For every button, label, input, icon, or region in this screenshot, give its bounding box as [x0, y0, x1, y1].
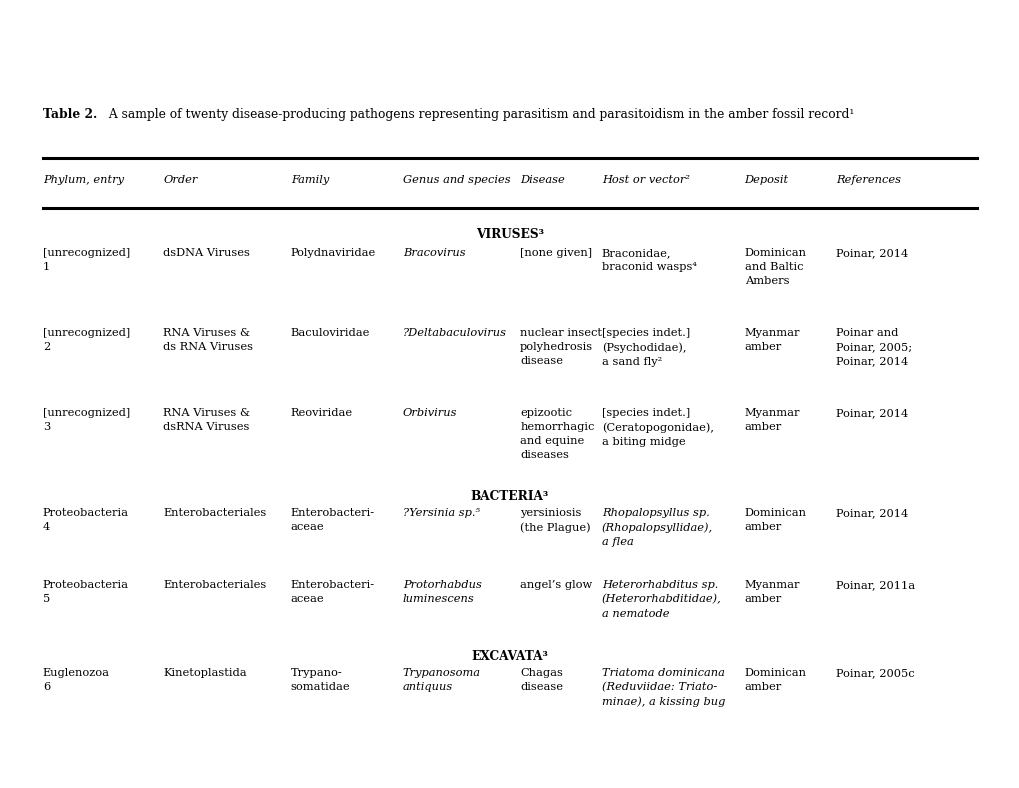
- Text: Host or vector²: Host or vector²: [601, 175, 689, 185]
- Text: ?Yersinia sp.⁵: ?Yersinia sp.⁵: [403, 508, 479, 518]
- Text: VIRUSES³: VIRUSES³: [476, 228, 543, 241]
- Text: RNA Viruses &
ds RNA Viruses: RNA Viruses & ds RNA Viruses: [163, 328, 253, 352]
- Text: Chagas
disease: Chagas disease: [520, 668, 562, 692]
- Text: Euglenozoa
6: Euglenozoa 6: [43, 668, 110, 692]
- Text: Poinar, 2014: Poinar, 2014: [836, 408, 908, 418]
- Text: Bracovirus: Bracovirus: [403, 248, 465, 258]
- Text: Myanmar
amber: Myanmar amber: [744, 328, 799, 352]
- Text: Poinar and
Poinar, 2005;
Poinar, 2014: Poinar and Poinar, 2005; Poinar, 2014: [836, 328, 912, 366]
- Text: Myanmar
amber: Myanmar amber: [744, 580, 799, 604]
- Text: Deposit: Deposit: [744, 175, 788, 185]
- Text: Enterobacteriales: Enterobacteriales: [163, 508, 266, 518]
- Text: Braconidae,
braconid wasps⁴: Braconidae, braconid wasps⁴: [601, 248, 696, 272]
- Text: Protorhabdus
luminescens: Protorhabdus luminescens: [403, 580, 481, 604]
- Text: epizootic
hemorrhagic
and equine
diseases: epizootic hemorrhagic and equine disease…: [520, 408, 594, 460]
- Text: Enterobacteri-
aceae: Enterobacteri- aceae: [290, 580, 374, 604]
- Text: Orbivirus: Orbivirus: [403, 408, 457, 418]
- Text: [unrecognized]
3: [unrecognized] 3: [43, 408, 130, 432]
- Text: Polydnaviridae: Polydnaviridae: [290, 248, 376, 258]
- Text: nuclear insect
polyhedrosis
disease: nuclear insect polyhedrosis disease: [520, 328, 601, 366]
- Text: Genus and species: Genus and species: [403, 175, 511, 185]
- Text: Family: Family: [290, 175, 328, 185]
- Text: References: References: [836, 175, 901, 185]
- Text: [species indet.]
(Psychodidae),
a sand fly²: [species indet.] (Psychodidae), a sand f…: [601, 328, 690, 367]
- Text: Poinar, 2014: Poinar, 2014: [836, 248, 908, 258]
- Text: A sample of twenty disease-producing pathogens representing parasitism and paras: A sample of twenty disease-producing pat…: [105, 108, 853, 121]
- Text: BACTERIA³: BACTERIA³: [471, 490, 548, 503]
- Text: Baculoviridae: Baculoviridae: [290, 328, 370, 338]
- Text: Disease: Disease: [520, 175, 565, 185]
- Text: Order: Order: [163, 175, 198, 185]
- Text: Rhopalopsyllus sp.
(Rhopalopsyllidae),
a flea: Rhopalopsyllus sp. (Rhopalopsyllidae), a…: [601, 508, 712, 547]
- Text: EXCAVATA³: EXCAVATA³: [471, 650, 548, 663]
- Text: Proteobacteria
5: Proteobacteria 5: [43, 580, 128, 604]
- Text: Trypanosoma
antiquus: Trypanosoma antiquus: [403, 668, 480, 692]
- Text: Enterobacteri-
aceae: Enterobacteri- aceae: [290, 508, 374, 532]
- Text: Myanmar
amber: Myanmar amber: [744, 408, 799, 432]
- Text: angel’s glow: angel’s glow: [520, 580, 592, 590]
- Text: Dominican
and Baltic
Ambers: Dominican and Baltic Ambers: [744, 248, 806, 286]
- Text: [unrecognized]
1: [unrecognized] 1: [43, 248, 130, 272]
- Text: dsDNA Viruses: dsDNA Viruses: [163, 248, 250, 258]
- Text: Dominican
amber: Dominican amber: [744, 668, 806, 692]
- Text: Triatoma dominicana
(Reduviidae: Triato-
minae), a kissing bug: Triatoma dominicana (Reduviidae: Triato-…: [601, 668, 725, 708]
- Text: Proteobacteria
4: Proteobacteria 4: [43, 508, 128, 532]
- Text: [none given]: [none given]: [520, 248, 592, 258]
- Text: ?Deltabaculovirus: ?Deltabaculovirus: [403, 328, 506, 338]
- Text: Phylum, entry: Phylum, entry: [43, 175, 123, 185]
- Text: Enterobacteriales: Enterobacteriales: [163, 580, 266, 590]
- Text: Poinar, 2014: Poinar, 2014: [836, 508, 908, 518]
- Text: [unrecognized]
2: [unrecognized] 2: [43, 328, 130, 352]
- Text: Reoviridae: Reoviridae: [290, 408, 353, 418]
- Text: Table 2.: Table 2.: [43, 108, 97, 121]
- Text: RNA Viruses &
dsRNA Viruses: RNA Viruses & dsRNA Viruses: [163, 408, 250, 432]
- Text: Dominican
amber: Dominican amber: [744, 508, 806, 532]
- Text: Kinetoplastida: Kinetoplastida: [163, 668, 247, 678]
- Text: Heterorhabditus sp.
(Heterorhabditidae),
a nematode: Heterorhabditus sp. (Heterorhabditidae),…: [601, 580, 720, 619]
- Text: Poinar, 2011a: Poinar, 2011a: [836, 580, 915, 590]
- Text: Trypano-
somatidae: Trypano- somatidae: [290, 668, 350, 692]
- Text: [species indet.]
(Ceratopogonidae),
a biting midge: [species indet.] (Ceratopogonidae), a bi…: [601, 408, 713, 447]
- Text: Poinar, 2005c: Poinar, 2005c: [836, 668, 914, 678]
- Text: yersiniosis
(the Plague): yersiniosis (the Plague): [520, 508, 590, 533]
